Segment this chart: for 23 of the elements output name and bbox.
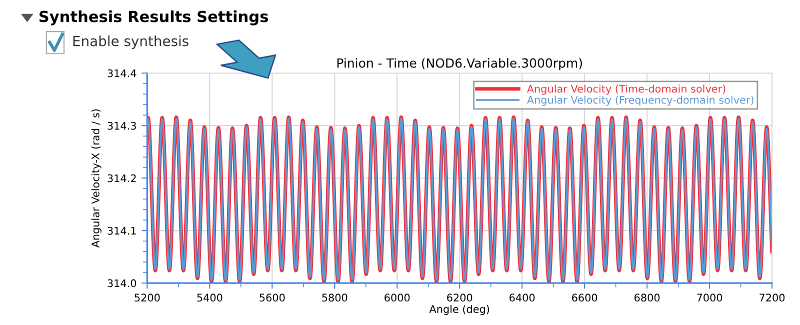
- x-tick-label: 5200: [134, 294, 160, 302]
- x-tick-label: 6000: [384, 294, 410, 302]
- text: Enable synthesis: [73, 36, 188, 49]
- x-tick-label: 7000: [697, 294, 722, 302]
- x-tick-label: 6800: [634, 294, 660, 302]
- legend-label: Angular Velocity (Frequency-domain solver): [527, 96, 754, 106]
- text: Synthesis Results Settings: [39, 10, 268, 26]
- x-tick-label: 5800: [322, 294, 348, 302]
- y-tick-label: 314.1: [108, 226, 136, 235]
- x-tick-label: 5400: [197, 294, 222, 302]
- x-tick-label: 6400: [510, 294, 535, 302]
- y-tick-label: 314.0: [108, 279, 136, 288]
- x-axis-title: Angle (deg): [429, 304, 490, 316]
- x-tick-label: 6600: [572, 294, 598, 302]
- y-tick-label: 314.2: [108, 174, 136, 182]
- x-tick-label: 7200: [760, 294, 785, 302]
- y-tick-label: 314.4: [108, 69, 136, 78]
- x-tick-label: 5600: [260, 294, 285, 302]
- chart-title: Pinion - Time (NOD6.Variable.3000rpm): [337, 58, 582, 70]
- y-axis-title: Angular Velocity-X (rad / s): [91, 109, 102, 248]
- y-tick-label: 314.3: [108, 122, 136, 130]
- legend-label: Angular Velocity (Time-domain solver): [527, 84, 726, 95]
- x-tick-label: 6200: [447, 294, 472, 302]
